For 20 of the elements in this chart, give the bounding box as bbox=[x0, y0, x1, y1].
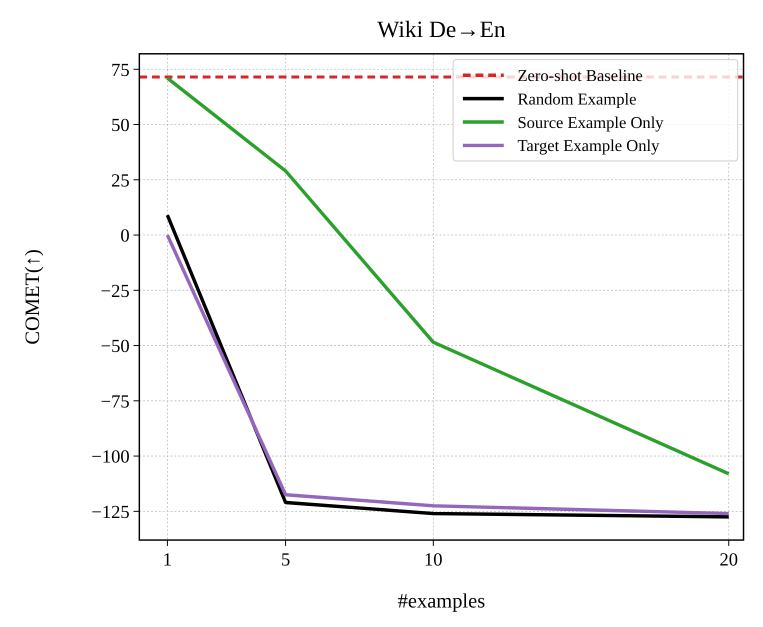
legend-label: Random Example bbox=[517, 89, 636, 108]
x-tick-label: 20 bbox=[720, 550, 738, 570]
y-tick-label: −125 bbox=[91, 502, 130, 523]
x-tick-label: 5 bbox=[280, 550, 290, 570]
x-tick-label: 1 bbox=[162, 550, 172, 570]
y-tick-label: −100 bbox=[91, 448, 130, 468]
chart-title: Wiki De→En bbox=[377, 17, 506, 44]
y-tick-label: 50 bbox=[111, 116, 130, 136]
y-axis-title: COMET(↑) bbox=[22, 249, 44, 345]
y-tick-label: −75 bbox=[100, 392, 130, 412]
x-tick-label: 10 bbox=[424, 550, 443, 570]
x-axis-title: #examples bbox=[398, 590, 486, 612]
legend-label: Target Example Only bbox=[517, 136, 660, 156]
y-tick-label: 75 bbox=[111, 60, 130, 81]
y-tick-label: −25 bbox=[100, 282, 130, 302]
ref-line-label: Zero-shot Baseline bbox=[517, 66, 643, 86]
legend-label: Source Example Only bbox=[517, 112, 664, 132]
y-tick-label: 0 bbox=[120, 226, 130, 247]
y-tick-label: −50 bbox=[100, 337, 130, 358]
y-tick-label: 25 bbox=[111, 171, 130, 192]
